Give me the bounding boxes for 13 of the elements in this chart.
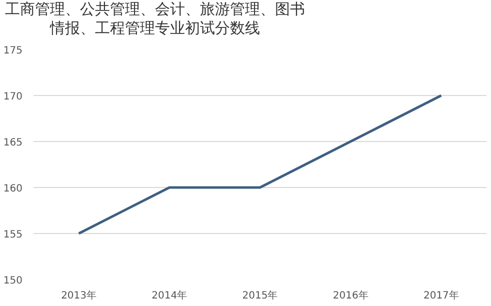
y-tick-label: 175: [3, 46, 23, 56]
line-series: [78, 94, 442, 235]
y-tick-label: 160: [3, 184, 23, 194]
x-tick-label: 2014年: [152, 290, 188, 302]
x-tick-label: 2017年: [423, 290, 459, 302]
y-tick-label: 170: [3, 92, 23, 102]
y-tick-label: 150: [3, 276, 23, 286]
x-tick-label: 2013年: [61, 290, 97, 302]
chart-title: 工商管理、公共管理、会计、旅游管理、图书情报、工程管理专业初试分数线: [4, 0, 306, 38]
x-tick-label: 2015年: [242, 290, 278, 302]
y-tick-label: 155: [3, 230, 23, 240]
x-tick-label: 2016年: [332, 290, 368, 302]
y-tick-label: 165: [3, 138, 23, 148]
